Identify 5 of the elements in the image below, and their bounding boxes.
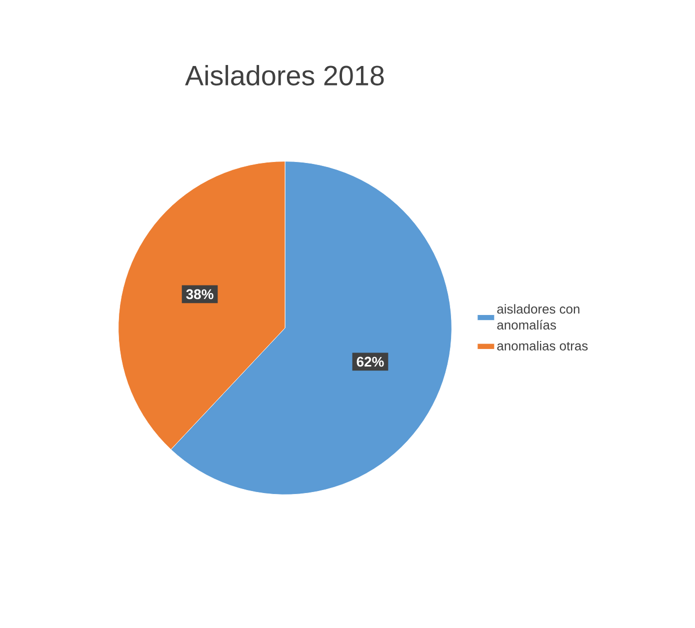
legend-label: aisladores con anomalías xyxy=(497,304,580,330)
legend-label: anomalias otras xyxy=(497,340,588,350)
data-label: 38% xyxy=(186,289,214,300)
chart-title: Aisladores 2018 xyxy=(185,65,384,86)
data-label: 62% xyxy=(356,356,384,367)
